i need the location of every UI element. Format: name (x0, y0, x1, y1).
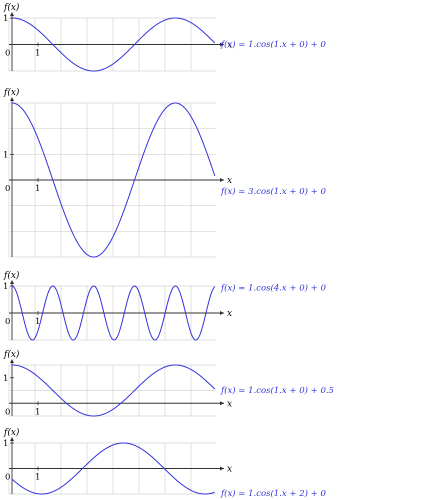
origin-tick-label: 0 (5, 184, 10, 194)
y-axis-label: f(x) (3, 270, 20, 281)
function-curve (11, 285, 216, 341)
x-axis-label: x (227, 465, 232, 475)
x-axis-arrow (220, 466, 224, 471)
y-tick-label: 1 (3, 282, 8, 292)
chart-panel-1: f(x) x 0 1 1 f(x) = 1.cos(1.x + 0) + 0 (3, 2, 326, 72)
x-axis-arrow (220, 401, 224, 406)
y-axis-label: f(x) (3, 87, 20, 98)
y-tick-label: 1 (3, 439, 8, 449)
x-axis-label: x (227, 399, 232, 409)
y-tick-label: 1 (3, 150, 8, 160)
x-tick-label: 1 (35, 184, 40, 194)
function-curve (11, 17, 216, 72)
chart-panel-2: f(x) x 0 1 1 f(x) = 3.cos(1.x + 0) + 0 (3, 87, 326, 258)
chart-panel-4: f(x) x 0 1 1 f(x) = 1.cos(1.x + 0) + 0.5 (3, 349, 334, 417)
y-tick-label: 1 (3, 374, 8, 384)
x-axis-label: x (227, 176, 232, 186)
y-axis-arrow (10, 12, 14, 16)
origin-tick-label: 0 (5, 317, 10, 327)
chart-panel-5: f(x) x 0 1 1 f(x) = 1.cos(1.x + 2) + 0 (3, 427, 326, 499)
equation-label: f(x) = 3.cos(1.x + 0) + 0 (220, 186, 326, 197)
x-axis-arrow (220, 42, 224, 47)
y-axis-label: f(x) (3, 2, 20, 13)
y-axis-arrow (10, 437, 14, 441)
x-tick-label: 1 (35, 407, 40, 417)
x-axis-arrow (220, 178, 224, 182)
equation-label: f(x) = 1.cos(1.x + 2) + 0 (220, 488, 326, 499)
y-axis-arrow (10, 280, 14, 284)
x-axis-arrow (220, 311, 224, 315)
x-tick-label: 1 (35, 49, 40, 59)
y-axis-label: f(x) (3, 427, 20, 438)
y-tick-label: 1 (3, 14, 8, 24)
origin-tick-label: 0 (5, 473, 10, 483)
origin-tick-label: 0 (5, 49, 10, 59)
equation-label: f(x) = 1.cos(4.x + 0) + 0 (220, 283, 326, 294)
y-axis-arrow (10, 97, 14, 101)
function-curve (12, 364, 216, 417)
function-curve (11, 102, 216, 258)
equation-label: f(x) = 1.cos(1.x + 0) + 0.5 (220, 385, 334, 396)
x-tick-label: 1 (35, 317, 40, 327)
x-axis-label: x (227, 41, 232, 51)
x-tick-label: 1 (35, 473, 40, 483)
equation-label: f(x) = 1.cos(1.x + 0) + 0 (220, 39, 326, 50)
function-curve (11, 442, 215, 495)
grid (8, 364, 216, 417)
y-axis-label: f(x) (3, 349, 20, 360)
chart-panel-3: f(x) x 0 1 1 f(x) = 1.cos(4.x + 0) + 0 (3, 270, 326, 341)
y-axis-arrow (10, 359, 14, 363)
x-axis-label: x (227, 309, 232, 319)
origin-tick-label: 0 (5, 407, 10, 417)
